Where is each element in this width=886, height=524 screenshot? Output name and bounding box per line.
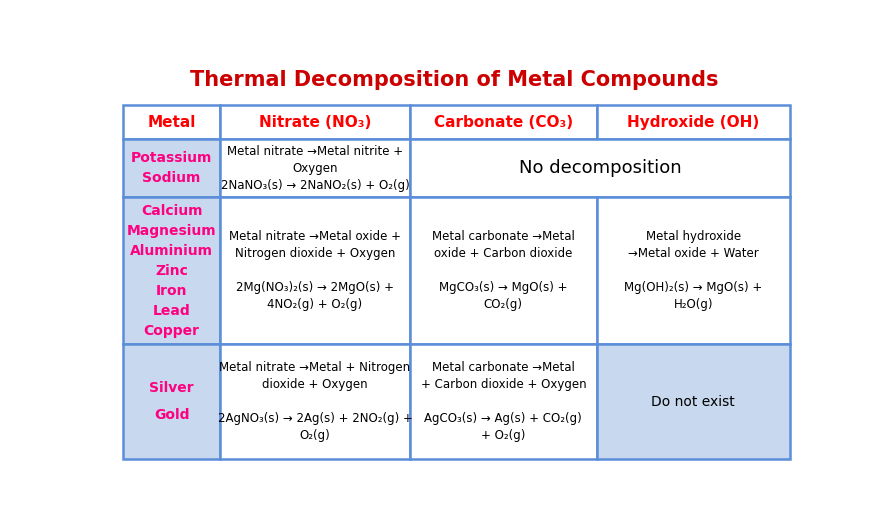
Text: Potassium
Sodium: Potassium Sodium	[131, 151, 212, 185]
Bar	[123, 344, 220, 459]
Text: Metal nitrate →Metal + Nitrogen
dioxide + Oxygen

2AgNO₃(s) → 2Ag(s) + 2NO₂(g) +: Metal nitrate →Metal + Nitrogen dioxide …	[217, 361, 412, 442]
Bar	[409, 197, 596, 344]
Bar	[220, 344, 409, 459]
Bar	[596, 197, 789, 344]
Bar	[123, 197, 220, 344]
Text: Metal carbonate →Metal
oxide + Carbon dioxide

MgCO₃(s) → MgO(s) +
CO₂(g): Metal carbonate →Metal oxide + Carbon di…	[431, 230, 574, 311]
Bar	[220, 139, 409, 197]
Text: Thermal Decomposition of Metal Compounds: Thermal Decomposition of Metal Compounds	[190, 70, 718, 90]
Bar	[123, 139, 220, 197]
Bar	[409, 344, 596, 459]
Text: Carbonate (CO₃): Carbonate (CO₃)	[433, 115, 572, 129]
Text: Calcium
Magnesium
Aluminium
Zinc
Iron
Lead
Copper: Calcium Magnesium Aluminium Zinc Iron Le…	[127, 203, 216, 338]
Text: Do not exist: Do not exist	[650, 395, 734, 409]
Text: Silver
Gold: Silver Gold	[149, 381, 194, 422]
Bar	[409, 105, 596, 139]
Text: Metal nitrate →Metal nitrite +
Oxygen
2NaNO₃(s) → 2NaNO₂(s) + O₂(g): Metal nitrate →Metal nitrite + Oxygen 2N…	[221, 145, 408, 192]
Bar	[220, 197, 409, 344]
Bar	[409, 139, 789, 197]
Text: Metal: Metal	[147, 115, 196, 129]
Text: Metal hydroxide
→Metal oxide + Water

Mg(OH)₂(s) → MgO(s) +
H₂O(g): Metal hydroxide →Metal oxide + Water Mg(…	[624, 230, 762, 311]
Text: Hydroxide (OH): Hydroxide (OH)	[626, 115, 758, 129]
Bar	[596, 105, 789, 139]
Bar	[123, 105, 220, 139]
Text: Metal carbonate →Metal
+ Carbon dioxide + Oxygen

AgCO₃(s) → Ag(s) + CO₂(g)
+ O₂: Metal carbonate →Metal + Carbon dioxide …	[420, 361, 586, 442]
Bar	[596, 344, 789, 459]
Bar	[220, 105, 409, 139]
Text: No decomposition: No decomposition	[518, 159, 680, 177]
Text: Nitrate (NO₃): Nitrate (NO₃)	[259, 115, 370, 129]
Text: Metal nitrate →Metal oxide +
Nitrogen dioxide + Oxygen

2Mg(NO₃)₂(s) → 2MgO(s) +: Metal nitrate →Metal oxide + Nitrogen di…	[229, 230, 400, 311]
